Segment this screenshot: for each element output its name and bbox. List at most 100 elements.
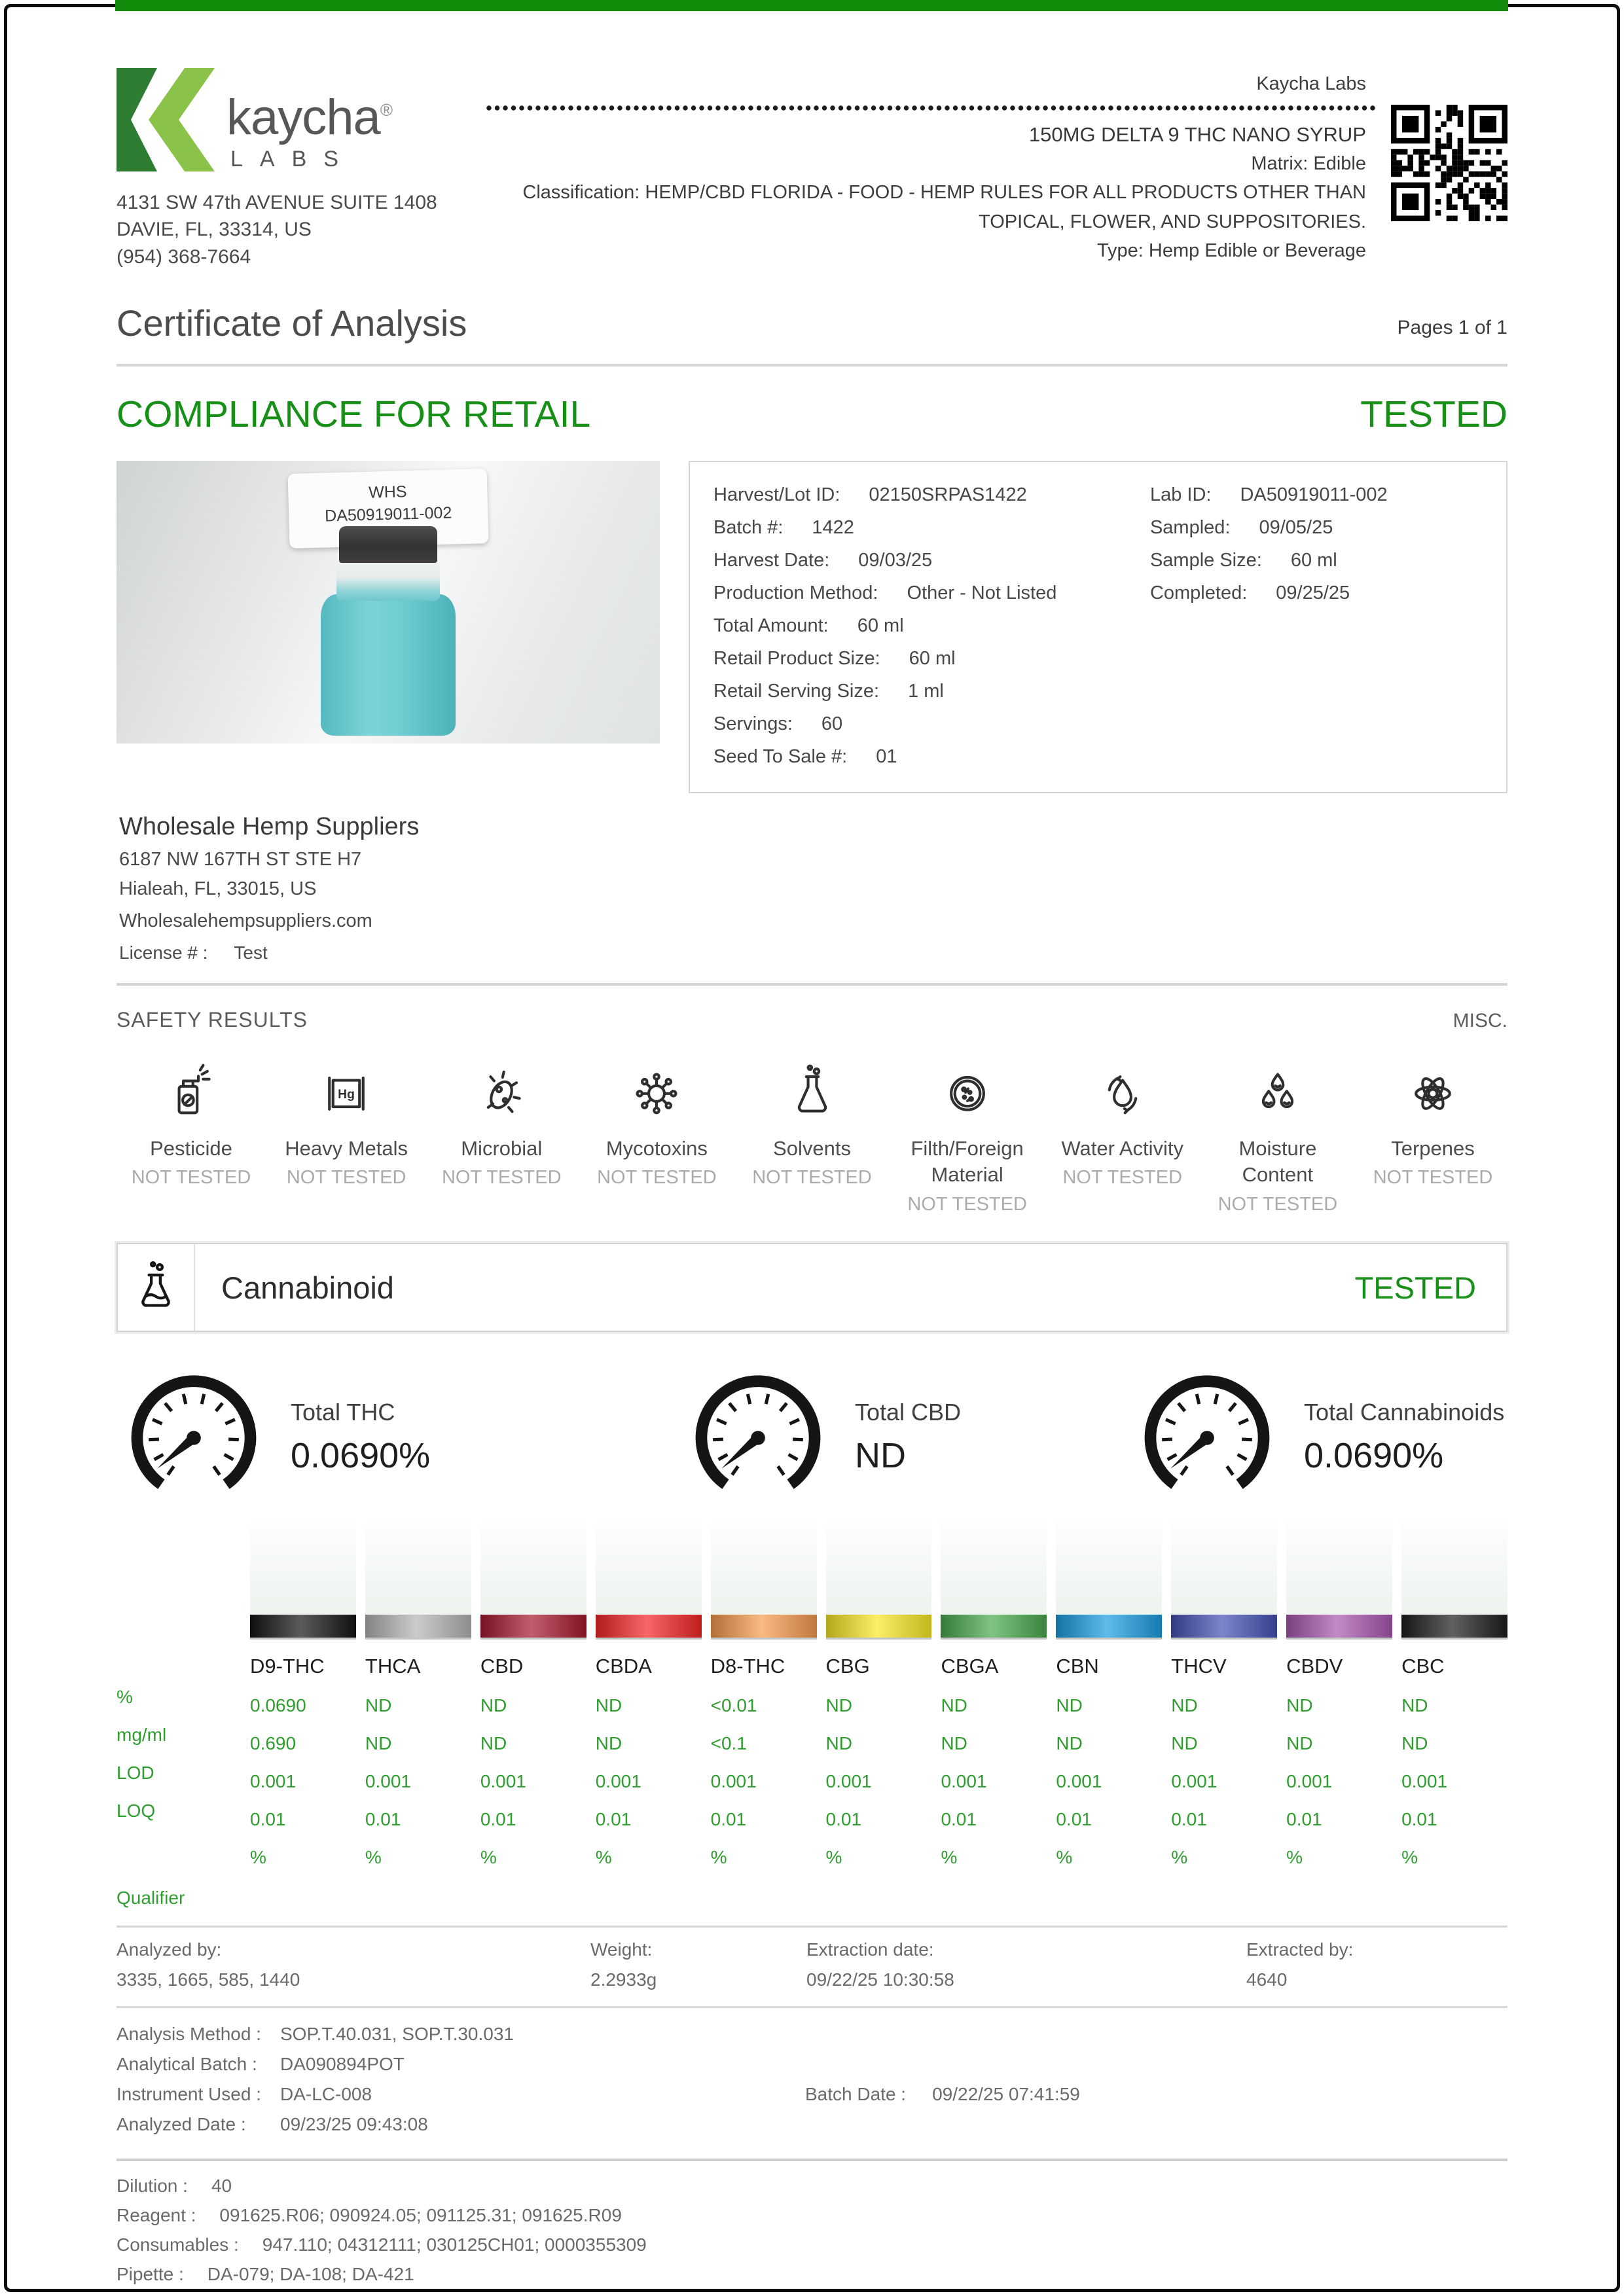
safety-item: Moisture Content NOT TESTED bbox=[1203, 1061, 1352, 1217]
prep-row-value: 091625.R06; 090924.05; 091125.31; 091625… bbox=[219, 2205, 622, 2226]
method-row-label: Analyzed Date : bbox=[117, 2114, 246, 2135]
section-divider-2 bbox=[117, 983, 1507, 986]
category-label: CBD bbox=[480, 1655, 524, 1678]
method-row-value: SOP.T.40.031, SOP.T.30.031 bbox=[280, 2024, 514, 2045]
safety-item-status: NOT TESTED bbox=[907, 1193, 1027, 1215]
sample-field-value: 09/03/25 bbox=[858, 550, 933, 571]
kaycha-logo bbox=[117, 68, 215, 171]
gauge: Total THC 0.0690% bbox=[117, 1358, 681, 1516]
prep-row-label: Pipette : bbox=[117, 2264, 184, 2285]
gauge-dial-icon bbox=[681, 1358, 835, 1516]
sample-field-label: Sample Size: bbox=[1149, 550, 1262, 571]
table-cell-value: ND bbox=[825, 1733, 852, 1754]
method-row-value: DA090894POT bbox=[280, 2054, 405, 2075]
table-row-label: LOD bbox=[117, 1763, 154, 1784]
bar-color bbox=[1171, 1615, 1278, 1638]
mycotoxins-icon bbox=[582, 1061, 731, 1124]
method-row: Analyzed Date : 09/23/25 09:43:08 bbox=[117, 2114, 1507, 2135]
table-cell-value: % bbox=[480, 1847, 497, 1868]
sample-field-label: Sampled: bbox=[1149, 517, 1231, 539]
sample-field: Harvest/Lot ID: 02150SRPAS1422 bbox=[713, 484, 1150, 506]
analysis-strip-column: Extraction date: 09/22/25 10:30:58 bbox=[806, 1939, 1246, 1990]
prep-row-value: 947.110; 04312111; 030125CH01; 000035530… bbox=[262, 2234, 647, 2255]
bar-color bbox=[825, 1615, 932, 1638]
client-license-value: Test bbox=[234, 942, 268, 963]
gauge-value: 0.0690% bbox=[1304, 1435, 1444, 1475]
svg-text:Hg: Hg bbox=[338, 1088, 355, 1102]
sample-field-label: Harvest Date: bbox=[713, 550, 830, 571]
bottle-body bbox=[321, 594, 456, 736]
method-row: Instrument Used : DA-LC-008 Batch Date : 09… bbox=[117, 2084, 1507, 2105]
table-cell-value: ND bbox=[1401, 1695, 1428, 1716]
table-cell-value: ND bbox=[480, 1733, 507, 1754]
analysis-strip-column: Weight: 2.2933g bbox=[590, 1939, 806, 1990]
bar-track bbox=[250, 1521, 356, 1638]
safety-item-status: NOT TESTED bbox=[286, 1167, 406, 1189]
method-row-right: Batch Date : 09/22/25 07:41:59 bbox=[805, 2084, 1080, 2105]
method-row-label: Analytical Batch : bbox=[117, 2054, 257, 2075]
top-accent-bar bbox=[115, 0, 1508, 11]
category-label: THCA bbox=[365, 1655, 421, 1678]
category-label: CBGA bbox=[941, 1655, 999, 1678]
bar-track bbox=[365, 1521, 471, 1638]
table-cell-value: 0.01 bbox=[1401, 1809, 1437, 1830]
table-cell-value: 0.01 bbox=[710, 1809, 747, 1830]
table-cell-value: % bbox=[365, 1847, 382, 1868]
table-cell-value: % bbox=[1401, 1847, 1418, 1868]
analysis-strip-column: Extracted by: 4640 bbox=[1246, 1939, 1507, 1990]
product-photo: WHS DA50919011-002 bbox=[117, 461, 660, 744]
bottle-neck bbox=[336, 558, 440, 601]
table-cell-value: ND bbox=[365, 1733, 392, 1754]
pesticide-icon bbox=[117, 1061, 266, 1124]
table-cell-value: % bbox=[825, 1847, 842, 1868]
safety-item-label: Mycotoxins bbox=[605, 1137, 708, 1160]
sample-field: Lab ID: DA50919011-002 bbox=[1150, 484, 1388, 506]
sample-field-value: 02150SRPAS1422 bbox=[869, 484, 1027, 506]
table-cell-value: 0.01 bbox=[480, 1809, 516, 1830]
prep-row-value: 40 bbox=[211, 2176, 232, 2197]
compliance-status: TESTED bbox=[1360, 393, 1507, 436]
table-cell-value: 0.001 bbox=[1171, 1771, 1218, 1792]
safety-item: Mycotoxins NOT TESTED bbox=[582, 1061, 731, 1217]
registered-mark-icon: ® bbox=[380, 100, 393, 120]
safety-results-heading: SAFETY RESULTS bbox=[117, 1008, 308, 1032]
prep-row-value: DA-079; DA-108; DA-421 bbox=[207, 2264, 414, 2285]
method-row: Analytical Batch : DA090894POT bbox=[117, 2054, 1507, 2075]
brand: kaycha® LABS bbox=[117, 68, 486, 172]
gauge: Total Cannabinoids 0.0690% bbox=[1130, 1358, 1507, 1516]
sample-field-label: Completed: bbox=[1149, 583, 1248, 604]
lab-address-line: DAVIE, FL, 33314, US bbox=[117, 219, 312, 241]
category-label: CBC bbox=[1401, 1655, 1445, 1678]
prep-block: Dilution : 40 Reagent : 091625.R06; 090924.… bbox=[117, 2161, 1507, 2296]
sample-field-label: Lab ID: bbox=[1149, 484, 1212, 506]
gauge-value: 0.0690% bbox=[291, 1435, 431, 1475]
qualifier-label: Qualifier bbox=[117, 1888, 185, 1909]
table-cell-value: 0.01 bbox=[1171, 1809, 1207, 1830]
table-cell-value: 0.01 bbox=[941, 1809, 977, 1830]
sample-field: Sample Size: 60 ml bbox=[1150, 550, 1388, 571]
microbial-icon bbox=[427, 1061, 576, 1124]
safety-item-status: NOT TESTED bbox=[441, 1167, 562, 1189]
terpenes-icon bbox=[1358, 1061, 1507, 1124]
analysis-strip-value: 3335, 1665, 585, 1440 bbox=[117, 1969, 300, 1990]
gauge-text: Total CBD ND bbox=[855, 1399, 961, 1476]
bar-color bbox=[1401, 1615, 1507, 1638]
sample-field: Completed: 09/25/25 bbox=[1150, 583, 1388, 604]
gauge-value: ND bbox=[855, 1435, 906, 1475]
sample-field-label: Production Method: bbox=[713, 583, 878, 604]
analysis-strip-column: Analyzed by: 3335, 1665, 585, 1440 bbox=[117, 1939, 590, 1990]
gauge-label: Total THC bbox=[291, 1398, 395, 1426]
prep-row-label: Dilution : bbox=[117, 2176, 188, 2197]
table-row-label: mg/ml bbox=[117, 1725, 167, 1746]
bar-color bbox=[250, 1615, 356, 1638]
sample-field-value: 60 ml bbox=[1290, 550, 1337, 571]
section-divider bbox=[117, 364, 1507, 367]
safety-item-status: NOT TESTED bbox=[1062, 1167, 1183, 1189]
table-cell-value: ND bbox=[595, 1695, 623, 1716]
analysis-strip-label: Analyzed by: bbox=[117, 1939, 222, 1960]
table-cell-value: 0.001 bbox=[1056, 1771, 1102, 1792]
client-block: Wholesale Hemp Suppliers 6187 NW 167TH S… bbox=[117, 813, 1507, 963]
safety-item-label: Water Activity bbox=[1061, 1137, 1184, 1160]
table-cell-value: ND bbox=[365, 1695, 392, 1716]
solvents-icon bbox=[738, 1061, 887, 1124]
